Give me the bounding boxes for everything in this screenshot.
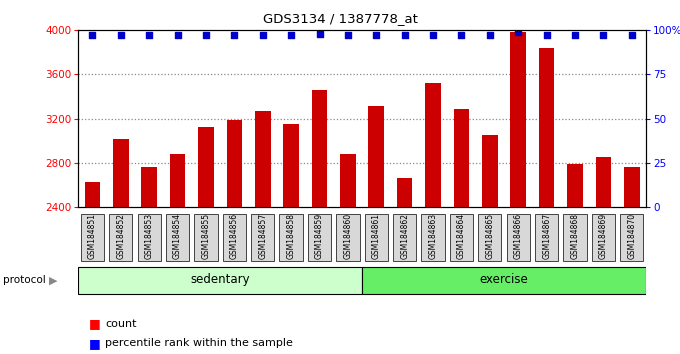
FancyBboxPatch shape	[450, 214, 473, 261]
Point	[541, 33, 552, 38]
Point	[314, 31, 325, 36]
FancyBboxPatch shape	[535, 214, 558, 261]
Text: GSM184865: GSM184865	[486, 213, 494, 259]
FancyBboxPatch shape	[166, 214, 189, 261]
Point	[371, 33, 381, 38]
Bar	[624, 167, 640, 207]
FancyBboxPatch shape	[109, 214, 133, 261]
Bar	[425, 83, 441, 207]
Text: exercise: exercise	[479, 273, 528, 286]
FancyBboxPatch shape	[592, 214, 615, 261]
Text: percentile rank within the sample: percentile rank within the sample	[105, 338, 293, 348]
Text: GSM184853: GSM184853	[145, 213, 154, 259]
Text: sedentary: sedentary	[190, 273, 250, 286]
FancyBboxPatch shape	[137, 214, 160, 261]
Bar	[567, 164, 583, 207]
FancyBboxPatch shape	[279, 214, 303, 261]
FancyBboxPatch shape	[564, 214, 587, 261]
Bar	[311, 90, 327, 207]
Text: GSM184857: GSM184857	[258, 213, 267, 259]
Text: GSM184859: GSM184859	[315, 213, 324, 259]
Bar	[539, 48, 554, 207]
Text: GSM184858: GSM184858	[287, 213, 296, 259]
Bar	[454, 109, 469, 207]
Text: count: count	[105, 319, 137, 329]
Bar	[170, 154, 186, 207]
FancyBboxPatch shape	[194, 214, 218, 261]
Bar	[113, 138, 129, 207]
Bar	[397, 178, 413, 207]
Text: GSM184856: GSM184856	[230, 213, 239, 259]
Point	[399, 33, 410, 38]
Point	[229, 33, 240, 38]
Text: GSM184870: GSM184870	[628, 213, 636, 259]
Point	[172, 33, 183, 38]
FancyBboxPatch shape	[308, 214, 331, 261]
Point	[626, 33, 637, 38]
FancyBboxPatch shape	[364, 214, 388, 261]
Text: GSM184854: GSM184854	[173, 213, 182, 259]
Text: protocol: protocol	[3, 275, 46, 285]
FancyBboxPatch shape	[78, 267, 362, 294]
Text: GSM184866: GSM184866	[514, 213, 523, 259]
Point	[143, 33, 154, 38]
Text: GSM184860: GSM184860	[343, 213, 352, 259]
Bar	[198, 127, 214, 207]
Text: GSM184863: GSM184863	[428, 213, 437, 259]
Text: GDS3134 / 1387778_at: GDS3134 / 1387778_at	[262, 12, 418, 25]
Point	[484, 33, 495, 38]
Text: GSM184861: GSM184861	[372, 213, 381, 259]
Bar	[84, 182, 100, 207]
FancyBboxPatch shape	[337, 214, 360, 261]
Point	[598, 33, 609, 38]
Bar	[255, 111, 271, 207]
Point	[513, 29, 524, 35]
FancyBboxPatch shape	[620, 214, 643, 261]
Point	[456, 33, 467, 38]
Text: GSM184852: GSM184852	[116, 213, 125, 259]
FancyBboxPatch shape	[422, 214, 445, 261]
Point	[286, 33, 296, 38]
Point	[116, 33, 126, 38]
FancyBboxPatch shape	[393, 214, 416, 261]
Bar	[369, 107, 384, 207]
Text: GSM184867: GSM184867	[542, 213, 551, 259]
Bar	[340, 154, 356, 207]
Bar	[511, 32, 526, 207]
Text: GSM184855: GSM184855	[201, 213, 210, 259]
Bar	[596, 157, 611, 207]
Bar	[226, 120, 242, 207]
FancyBboxPatch shape	[362, 267, 646, 294]
Text: ■: ■	[88, 318, 100, 330]
Text: GSM184864: GSM184864	[457, 213, 466, 259]
Point	[428, 33, 439, 38]
Text: GSM184868: GSM184868	[571, 213, 579, 259]
Text: ▶: ▶	[49, 275, 57, 285]
Point	[201, 33, 211, 38]
Text: GSM184869: GSM184869	[599, 213, 608, 259]
FancyBboxPatch shape	[478, 214, 501, 261]
Text: GSM184851: GSM184851	[88, 213, 97, 259]
Point	[87, 33, 98, 38]
Point	[257, 33, 268, 38]
FancyBboxPatch shape	[81, 214, 104, 261]
Point	[570, 33, 581, 38]
Bar	[482, 135, 498, 207]
FancyBboxPatch shape	[223, 214, 246, 261]
Text: GSM184862: GSM184862	[401, 213, 409, 259]
Bar	[284, 124, 299, 207]
Point	[343, 33, 354, 38]
Bar	[141, 167, 157, 207]
Text: ■: ■	[88, 337, 100, 350]
FancyBboxPatch shape	[251, 214, 274, 261]
FancyBboxPatch shape	[507, 214, 530, 261]
